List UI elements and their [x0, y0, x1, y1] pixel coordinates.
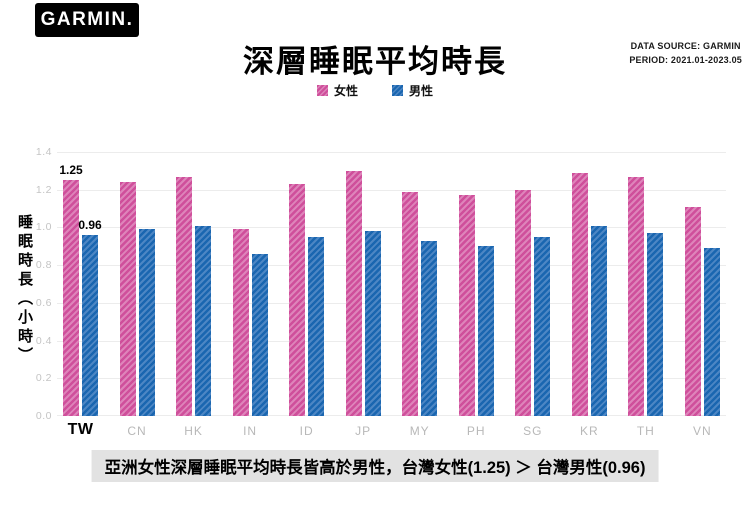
bar-group-TH: [628, 152, 664, 416]
gridline-0.4: [57, 340, 726, 342]
x-axis-labels: TW CN HK IN ID JP MY PH SG KR TH VN: [57, 421, 726, 439]
bar-female-KR: [571, 172, 588, 416]
bar-groups: 1.25 0.96: [57, 152, 726, 416]
bottom-caption: 亞洲女性深層睡眠平均時長皆高於男性，台灣女性(1.25) ＞ 台灣男性(0.96…: [91, 450, 659, 482]
garmin-logo: GARMIN.: [35, 3, 139, 37]
bar-female-VN: [684, 206, 701, 416]
bar-male-KR: [590, 225, 607, 416]
bar-female-TW: [63, 180, 79, 416]
bar-male-SG: [534, 236, 551, 416]
bar-male-VN: [703, 248, 720, 416]
gridline-1.4: [57, 152, 726, 153]
y-tick-1.4: 1.4: [35, 146, 52, 158]
bar-group-MY: [402, 152, 438, 416]
y-tick-0.0: 0.0: [35, 410, 52, 422]
bar-female-PH: [458, 195, 475, 416]
x-label-SG: SG: [523, 424, 543, 438]
bar-group-SG: [515, 152, 551, 416]
bar-male-TH: [647, 233, 664, 416]
male-swatch-icon: [392, 85, 403, 96]
x-label-ID: ID: [299, 424, 314, 438]
legend-label-male: 男性: [409, 84, 434, 98]
gridline-0.8: [57, 265, 726, 267]
y-axis-title: 睡眠時長（小時）: [16, 214, 33, 366]
x-label-TH: TH: [636, 424, 655, 438]
bar-male-TW: [82, 235, 98, 416]
garmin-logo-text: GARMIN.: [40, 9, 134, 30]
bar-group-VN: [684, 152, 720, 416]
bar-female-ID: [289, 184, 306, 416]
y-tick-0.4: 0.4: [35, 334, 52, 347]
bar-group-ID: [289, 152, 325, 416]
bar-male-IN: [251, 253, 268, 416]
bar-male-PH: [477, 246, 494, 416]
bar-group-HK: [176, 152, 212, 416]
x-label-IN: IN: [243, 424, 258, 438]
gridline-0.6: [57, 302, 726, 304]
legend-item-female: 女性: [316, 82, 358, 99]
bar-group-CN: [119, 152, 155, 416]
x-label-VN: VN: [693, 424, 712, 438]
bar-male-ID: [308, 236, 325, 416]
x-label-MY: MY: [409, 424, 430, 438]
bar-female-SG: [515, 189, 532, 416]
y-tick-1.0: 1.0: [35, 221, 52, 234]
bar-female-CN: [119, 182, 136, 416]
bar-group-JP: [345, 152, 381, 416]
x-label-JP: JP: [355, 424, 372, 438]
value-label-TW-male: 0.96: [78, 217, 102, 232]
y-tick-0.6: 0.6: [35, 296, 52, 309]
gridline-0.2: [57, 378, 726, 380]
y-tick-0.2: 0.2: [35, 372, 52, 385]
plot-area: 1.25 0.96: [57, 152, 726, 416]
bar-male-CN: [138, 229, 155, 416]
bar-group-KR: [571, 152, 607, 416]
bar-male-HK: [195, 225, 212, 416]
bar-group-TW: 1.25 0.96: [59, 152, 102, 416]
x-label-PH: PH: [466, 424, 486, 438]
y-tick-1.2: 1.2: [35, 183, 52, 196]
legend: 女性 男性: [0, 82, 750, 99]
data-period-line: PERIOD: 2021.01-2023.05: [629, 54, 742, 65]
y-tick-0.8: 0.8: [35, 259, 52, 272]
bar-male-JP: [364, 231, 381, 416]
bar-female-IN: [232, 229, 249, 416]
data-source-line: DATA SOURCE: GARMIN: [630, 41, 741, 51]
bar-female-MY: [402, 191, 419, 416]
bar-female-TH: [628, 176, 645, 416]
x-label-HK: HK: [184, 424, 203, 438]
bar-female-JP: [345, 170, 362, 416]
female-swatch-icon: [316, 85, 328, 96]
bar-group-IN: [232, 152, 268, 416]
gridline-1.0: [57, 227, 726, 229]
gridline-1.2: [57, 189, 726, 191]
x-label-KR: KR: [579, 424, 599, 438]
value-label-TW-female: 1.25: [59, 163, 83, 178]
bar-female-HK: [176, 176, 193, 416]
bar-group-PH: [458, 152, 494, 416]
bar-male-MY: [421, 240, 438, 416]
legend-label-female: 女性: [333, 84, 358, 98]
legend-item-male: 男性: [392, 82, 433, 99]
x-label-CN: CN: [127, 424, 147, 438]
x-label-TW: TW: [67, 421, 94, 438]
gridline-0.0: [57, 415, 726, 416]
chart-title: 深層睡眠平均時長: [243, 44, 507, 79]
data-source-note: DATA SOURCE: GARMIN PERIOD: 2021.01-2023…: [629, 40, 742, 68]
